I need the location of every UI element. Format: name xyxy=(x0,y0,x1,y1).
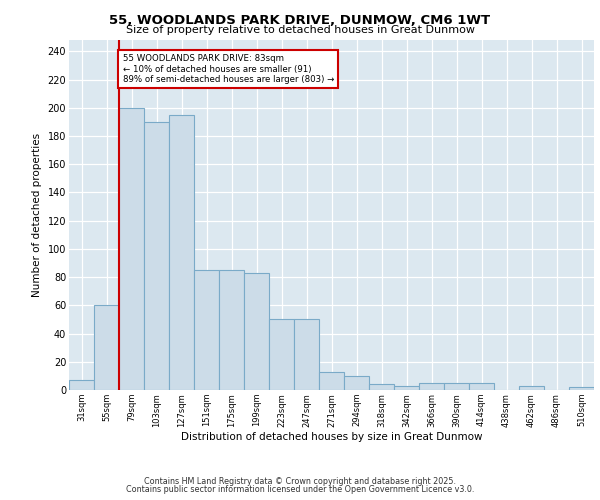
Bar xyxy=(519,386,544,390)
Bar xyxy=(144,122,169,390)
Bar xyxy=(194,270,219,390)
Bar xyxy=(344,376,369,390)
Bar xyxy=(419,383,444,390)
Bar xyxy=(394,386,419,390)
Bar xyxy=(69,380,94,390)
Bar xyxy=(369,384,394,390)
Text: 55, WOODLANDS PARK DRIVE, DUNMOW, CM6 1WT: 55, WOODLANDS PARK DRIVE, DUNMOW, CM6 1W… xyxy=(109,14,491,27)
Bar xyxy=(219,270,244,390)
Bar xyxy=(469,383,494,390)
Bar xyxy=(244,273,269,390)
Bar xyxy=(169,115,194,390)
X-axis label: Distribution of detached houses by size in Great Dunmow: Distribution of detached houses by size … xyxy=(181,432,482,442)
Y-axis label: Number of detached properties: Number of detached properties xyxy=(32,133,42,297)
Bar xyxy=(119,108,144,390)
Bar xyxy=(94,306,119,390)
Text: 55 WOODLANDS PARK DRIVE: 83sqm
← 10% of detached houses are smaller (91)
89% of : 55 WOODLANDS PARK DRIVE: 83sqm ← 10% of … xyxy=(123,54,334,84)
Bar xyxy=(569,387,594,390)
Text: Size of property relative to detached houses in Great Dunmow: Size of property relative to detached ho… xyxy=(125,25,475,35)
Text: Contains public sector information licensed under the Open Government Licence v3: Contains public sector information licen… xyxy=(126,485,474,494)
Bar xyxy=(294,320,319,390)
Text: Contains HM Land Registry data © Crown copyright and database right 2025.: Contains HM Land Registry data © Crown c… xyxy=(144,477,456,486)
Bar xyxy=(319,372,344,390)
Bar xyxy=(444,383,469,390)
Bar xyxy=(269,320,294,390)
